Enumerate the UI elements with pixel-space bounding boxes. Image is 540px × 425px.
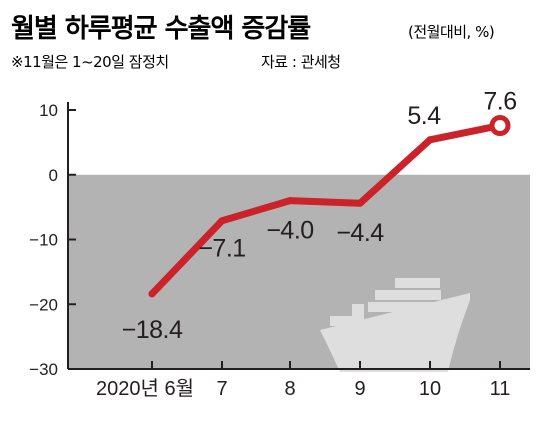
y-tick-label: −20 xyxy=(29,295,58,314)
x-tick-label: 7 xyxy=(216,378,227,400)
source-note: 자료 : 관세청 xyxy=(261,53,341,71)
y-tick-label: −30 xyxy=(29,360,58,379)
data-label: −7.1 xyxy=(198,235,245,263)
data-point-last xyxy=(489,115,511,137)
data-point xyxy=(286,197,294,205)
data-label: 7.6 xyxy=(483,88,516,116)
x-tick-label: 8 xyxy=(284,378,295,400)
y-tick-label: 10 xyxy=(39,101,58,120)
x-tick-label: 9 xyxy=(354,378,365,400)
x-ticks: 2020년 6월 7 8 9 10 11 xyxy=(96,361,510,400)
data-label: −4.0 xyxy=(266,217,313,245)
chart-title: 월별 하루평균 수출액 증감률 xyxy=(11,14,311,44)
ship-icon xyxy=(320,278,470,372)
data-point xyxy=(426,136,434,144)
data-labels: −18.4 −7.1 −4.0 −4.4 5.4 7.6 xyxy=(122,88,518,344)
series-line xyxy=(148,122,504,298)
period-note: ※11월은 1~20일 잠정치 xyxy=(11,53,169,71)
data-point xyxy=(148,290,156,298)
data-label: 5.4 xyxy=(407,102,441,130)
x-tick-label: 11 xyxy=(490,378,511,400)
y-ticks: 10 0 −10 −20 −30 xyxy=(29,101,76,379)
data-label: −4.4 xyxy=(336,219,384,247)
data-label: −18.4 xyxy=(122,316,183,344)
series xyxy=(148,115,511,298)
data-point xyxy=(356,199,364,207)
y-tick-label: −10 xyxy=(29,231,58,250)
unit-label: (전월대비, %) xyxy=(408,23,494,41)
x-tick-label: 10 xyxy=(419,378,441,400)
y-tick-label: 0 xyxy=(49,166,58,185)
data-point xyxy=(218,217,226,225)
x-tick-label: 2020년 6월 xyxy=(96,377,194,400)
